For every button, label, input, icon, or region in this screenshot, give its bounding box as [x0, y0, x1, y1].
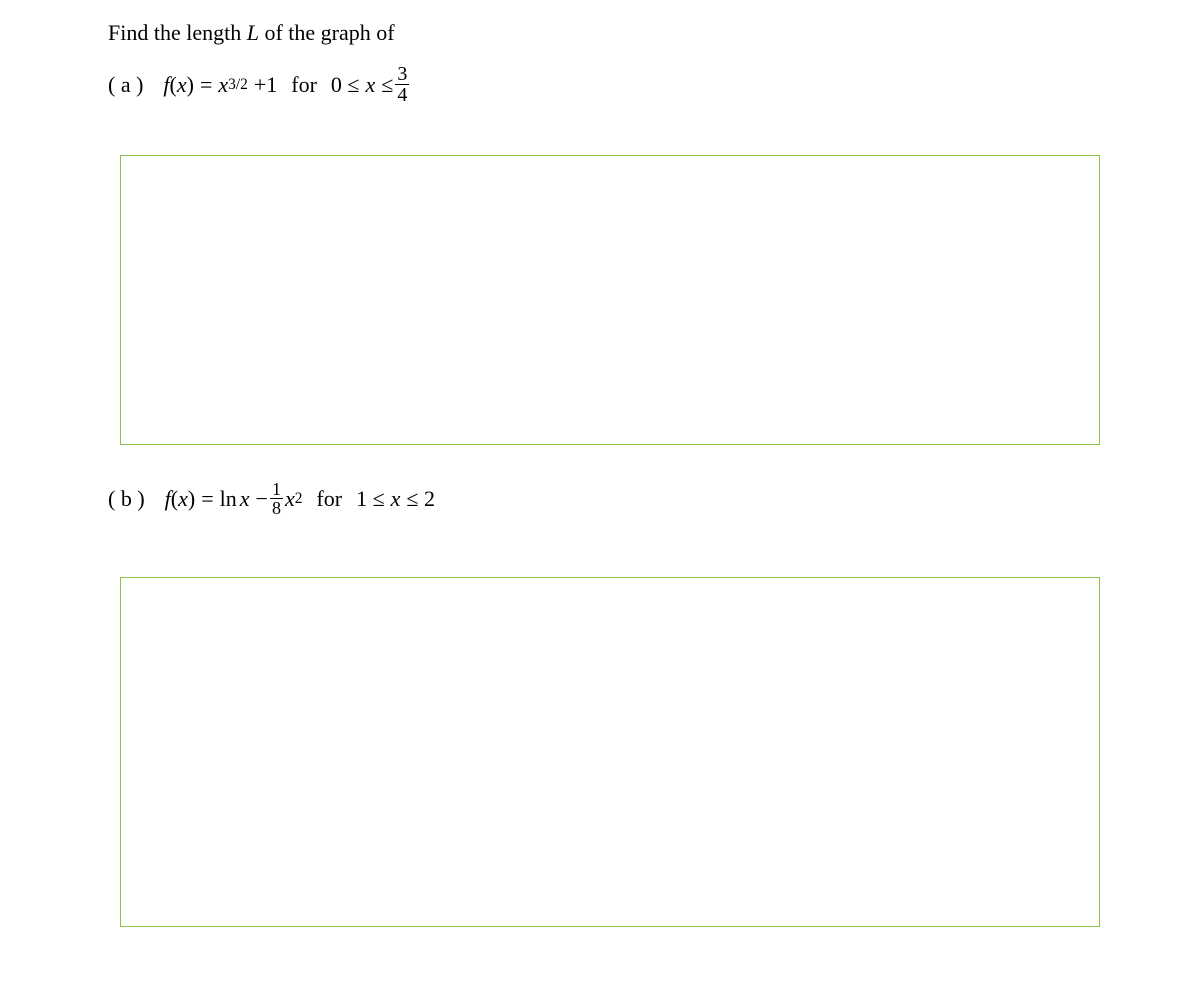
range-var: x [391, 486, 401, 512]
for-text: for [291, 72, 317, 98]
part-b-equation: f(x)=lnx− 1 8 x2 for 1 ≤x≤ 2 [165, 480, 435, 517]
exponent: 2 [295, 490, 303, 508]
for-text: for [316, 486, 342, 512]
range-left: 0 ≤ [331, 72, 360, 98]
prompt-suffix: of the graph of [259, 20, 395, 45]
range-left: 1 ≤ [356, 486, 385, 512]
frac-den: 8 [270, 498, 283, 517]
fraction-3-4: 3 4 [395, 64, 409, 105]
minus-sign: − [256, 486, 268, 512]
plus-one: +1 [254, 72, 277, 98]
exponent: 3/2 [228, 76, 248, 94]
open-paren: ( [171, 486, 178, 512]
part-a-equation: f(x)=x3/2+1 for 0 ≤x≤ 3 4 [163, 64, 411, 105]
prompt-var: L [247, 20, 259, 45]
prompt-prefix: Find the length [108, 20, 247, 45]
ln-text: ln [220, 486, 237, 512]
frac-den: 4 [395, 84, 409, 105]
fn-arg: x [177, 72, 187, 98]
ln-var: x [240, 486, 250, 512]
part-a-label: ( a ) [108, 72, 143, 98]
part-b: ( b ) f(x)=lnx− 1 8 x2 for 1 ≤x≤ 2 [100, 480, 1100, 517]
open-paren: ( [170, 72, 177, 98]
fraction-1-8: 1 8 [270, 480, 283, 517]
fn-arg: x [178, 486, 188, 512]
answer-box-a [120, 155, 1100, 445]
equals: = [201, 486, 213, 512]
close-paren: ) [188, 486, 195, 512]
answer-box-b [120, 577, 1100, 927]
frac-num: 1 [270, 480, 283, 498]
range-mid: ≤ 2 [406, 486, 435, 512]
frac-num: 3 [395, 64, 409, 84]
part-a: ( a ) f(x)=x3/2+1 for 0 ≤x≤ 3 4 [100, 64, 1100, 105]
problem-prompt: Find the length L of the graph of [100, 20, 1100, 46]
base-var: x [285, 486, 295, 512]
equals: = [200, 72, 212, 98]
range-var: x [365, 72, 375, 98]
close-paren: ) [187, 72, 194, 98]
part-b-label: ( b ) [108, 486, 145, 512]
base-var: x [218, 72, 228, 98]
range-mid: ≤ [381, 72, 393, 98]
